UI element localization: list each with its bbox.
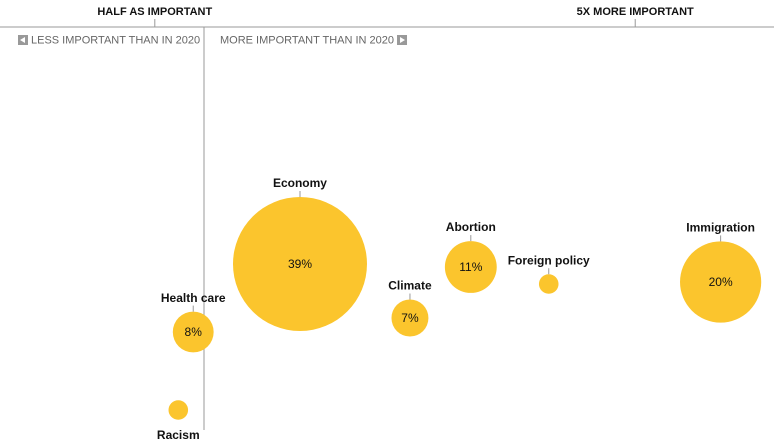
arrow-right-glyph	[400, 37, 406, 43]
category-label: Immigration	[686, 221, 755, 235]
category-label: Abortion	[446, 220, 496, 234]
category-label: Health care	[161, 291, 226, 305]
value-label: 20%	[709, 275, 733, 289]
value-label: 11%	[459, 260, 482, 274]
annotation: LESS IMPORTANT THAN IN 2020	[31, 34, 200, 46]
bubble	[680, 241, 762, 323]
x-tick-label: 5X MORE IMPORTANT	[577, 6, 694, 18]
category-label: Climate	[388, 279, 432, 293]
bubble	[172, 311, 214, 353]
x-tick-label: HALF AS IMPORTANT	[97, 6, 212, 18]
bubble	[538, 274, 559, 294]
annotation: MORE IMPORTANT THAN IN 2020	[220, 34, 394, 46]
arrow-left-glyph	[20, 37, 25, 43]
category-label: Economy	[273, 176, 327, 190]
bubble	[391, 299, 429, 337]
value-label: 39%	[288, 257, 312, 271]
value-label: 7%	[401, 311, 419, 325]
category-label: Foreign policy	[508, 253, 590, 267]
bubble	[232, 197, 367, 331]
value-label: 8%	[185, 325, 203, 339]
bubble	[444, 241, 497, 293]
bubble	[168, 400, 189, 420]
category-label: Racism	[157, 428, 200, 442]
